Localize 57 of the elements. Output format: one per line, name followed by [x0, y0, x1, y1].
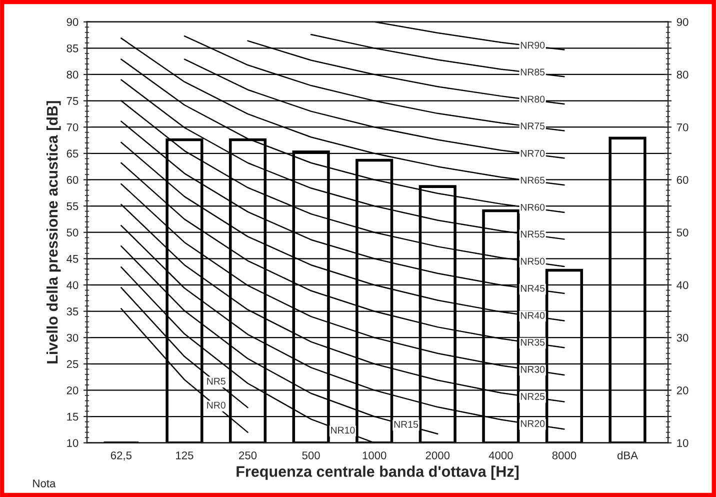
series-label: NR50	[520, 258, 545, 265]
x-tick-label: 8000	[552, 451, 576, 460]
series-label: NR15	[394, 421, 418, 428]
y2-tick-label: 60	[676, 176, 688, 184]
text: Nota	[33, 480, 56, 488]
series-label: NR80	[520, 96, 545, 103]
y2-tick-label: 40	[676, 281, 688, 290]
x-tick-label: 1000	[362, 451, 386, 460]
series-label: NR40	[520, 312, 545, 319]
series-label: NR20	[520, 420, 545, 428]
series-label: NR0	[207, 402, 226, 409]
series-label: NR65	[520, 176, 545, 184]
series-label: NR5	[207, 378, 226, 385]
series-label: NR75	[520, 122, 545, 130]
x-tick-label: 62,5	[110, 451, 132, 461]
y-tick-label: 85	[66, 44, 78, 52]
series-label: NR85	[520, 68, 545, 76]
y-tick-label: 25	[66, 360, 78, 368]
y-tick-label: 65	[66, 150, 78, 158]
y-tick-label: 50	[66, 228, 78, 236]
y2-tick-label: 80	[676, 70, 688, 79]
x-axis-title: Frequenza centrale banda d'ottava [Hz]	[236, 466, 519, 480]
series-label: NR25	[520, 393, 545, 400]
y2-tick-label: 70	[676, 123, 688, 132]
y2-tick-label: 10	[677, 439, 688, 447]
y-tick-label: 10	[67, 439, 78, 447]
y-tick-label: 75	[66, 97, 78, 105]
x-tick-label: 4000	[488, 451, 513, 460]
x-tick-label: 500	[302, 451, 320, 460]
y-tick-label: 35	[66, 308, 78, 316]
y-tick-label: 45	[66, 255, 78, 263]
y-axis-title: Livello della pressione acustica [dB]	[46, 101, 61, 364]
y-tick-label: 80	[66, 70, 78, 79]
x-tick-label: 250	[239, 451, 257, 460]
series-label: NR70	[520, 150, 545, 157]
y2-tick-label: 30	[676, 334, 688, 342]
y2-tick-label: 50	[676, 228, 688, 236]
y-tick-label: 70	[66, 123, 78, 132]
y2-tick-label: 90	[676, 18, 688, 26]
x-tick-label: dBA	[617, 451, 638, 460]
y-tick-label: 30	[66, 334, 78, 342]
y-tick-label: 15	[67, 412, 78, 421]
y-tick-label: 55	[66, 202, 78, 210]
y2-tick-label: 20	[676, 386, 688, 394]
series-label: NR55	[520, 230, 545, 238]
series-label: NR60	[520, 204, 545, 211]
x-tick-label: 2000	[426, 451, 450, 460]
y-tick-label: 60	[66, 176, 78, 184]
y-tick-label: 40	[66, 281, 78, 290]
y-tick-label: 90	[66, 18, 78, 26]
series-label: NR90	[520, 42, 545, 49]
x-tick-label: 125	[176, 451, 194, 460]
series-label: NR30	[520, 366, 545, 373]
series-label: NR35	[520, 338, 545, 346]
series-label: NR10	[331, 426, 355, 434]
series-label: NR45	[520, 285, 545, 292]
y-tick-label: 20	[66, 386, 78, 394]
